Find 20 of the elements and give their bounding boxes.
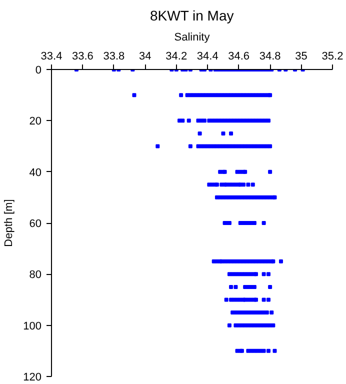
x-tick-label: 34.2 (166, 50, 188, 62)
y-tick-label: 60 (29, 218, 42, 230)
y-tick-label: 20 (29, 116, 42, 128)
x-tick-label: 33.8 (103, 50, 125, 62)
y-tick-label: 80 (29, 269, 42, 282)
x-tick-label: 33.6 (72, 50, 94, 62)
y-tick-label: 40 (29, 166, 42, 179)
x-tick-label: 34 (139, 50, 152, 62)
x-tick-label: 34.8 (259, 50, 281, 62)
y-tick-label: 120 (23, 372, 42, 384)
y-tick-label: 0 (35, 64, 42, 76)
x-axis-title: Salinity (174, 32, 210, 44)
x-tick-label: 35 (295, 50, 308, 62)
chart-title: 8KWT in May (150, 8, 234, 24)
x-tick-label: 34.6 (228, 50, 250, 62)
y-axis-title: Depth [m] (3, 199, 16, 247)
x-tick-label: 34.4 (196, 50, 218, 62)
y-tick-label: 100 (23, 320, 42, 332)
x-tick-label: 35.2 (322, 50, 344, 62)
x-tick-label: 33.4 (40, 50, 62, 62)
